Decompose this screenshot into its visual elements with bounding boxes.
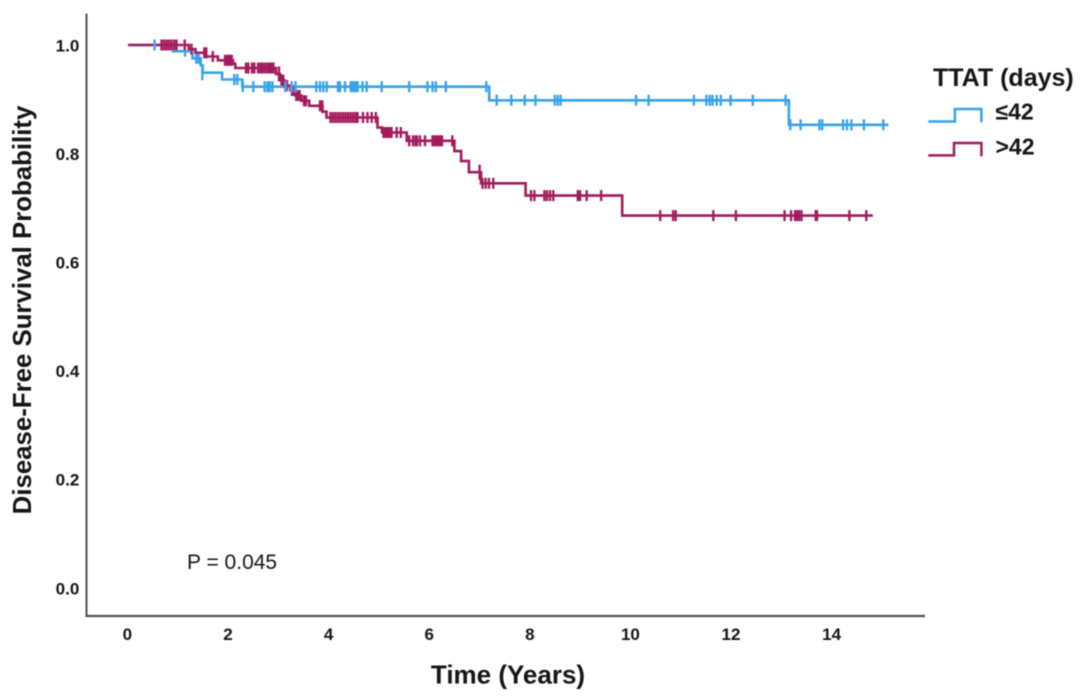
- svg-text:2: 2: [223, 625, 232, 644]
- svg-text:>42: >42: [996, 134, 1035, 160]
- svg-text:8: 8: [525, 625, 534, 644]
- svg-text:12: 12: [722, 625, 741, 644]
- svg-text:10: 10: [621, 625, 640, 644]
- svg-text:TTAT (days): TTAT (days): [933, 64, 1074, 92]
- svg-text:0: 0: [123, 625, 132, 644]
- svg-text:0.4: 0.4: [56, 362, 80, 381]
- svg-text:14: 14: [822, 625, 841, 644]
- svg-text:0.8: 0.8: [56, 145, 80, 164]
- svg-text:6: 6: [424, 625, 433, 644]
- svg-text:1.0: 1.0: [56, 36, 80, 55]
- svg-text:0.6: 0.6: [56, 254, 80, 273]
- svg-text:0.2: 0.2: [56, 471, 80, 490]
- svg-text:4: 4: [324, 625, 334, 644]
- svg-text:Disease-Free Survival Probabil: Disease-Free Survival Probability: [9, 105, 37, 514]
- svg-text:Time (Years): Time (Years): [431, 660, 585, 690]
- svg-text:≤42: ≤42: [996, 99, 1034, 125]
- svg-text:P = 0.045: P = 0.045: [187, 551, 277, 574]
- svg-text:0.0: 0.0: [56, 579, 80, 598]
